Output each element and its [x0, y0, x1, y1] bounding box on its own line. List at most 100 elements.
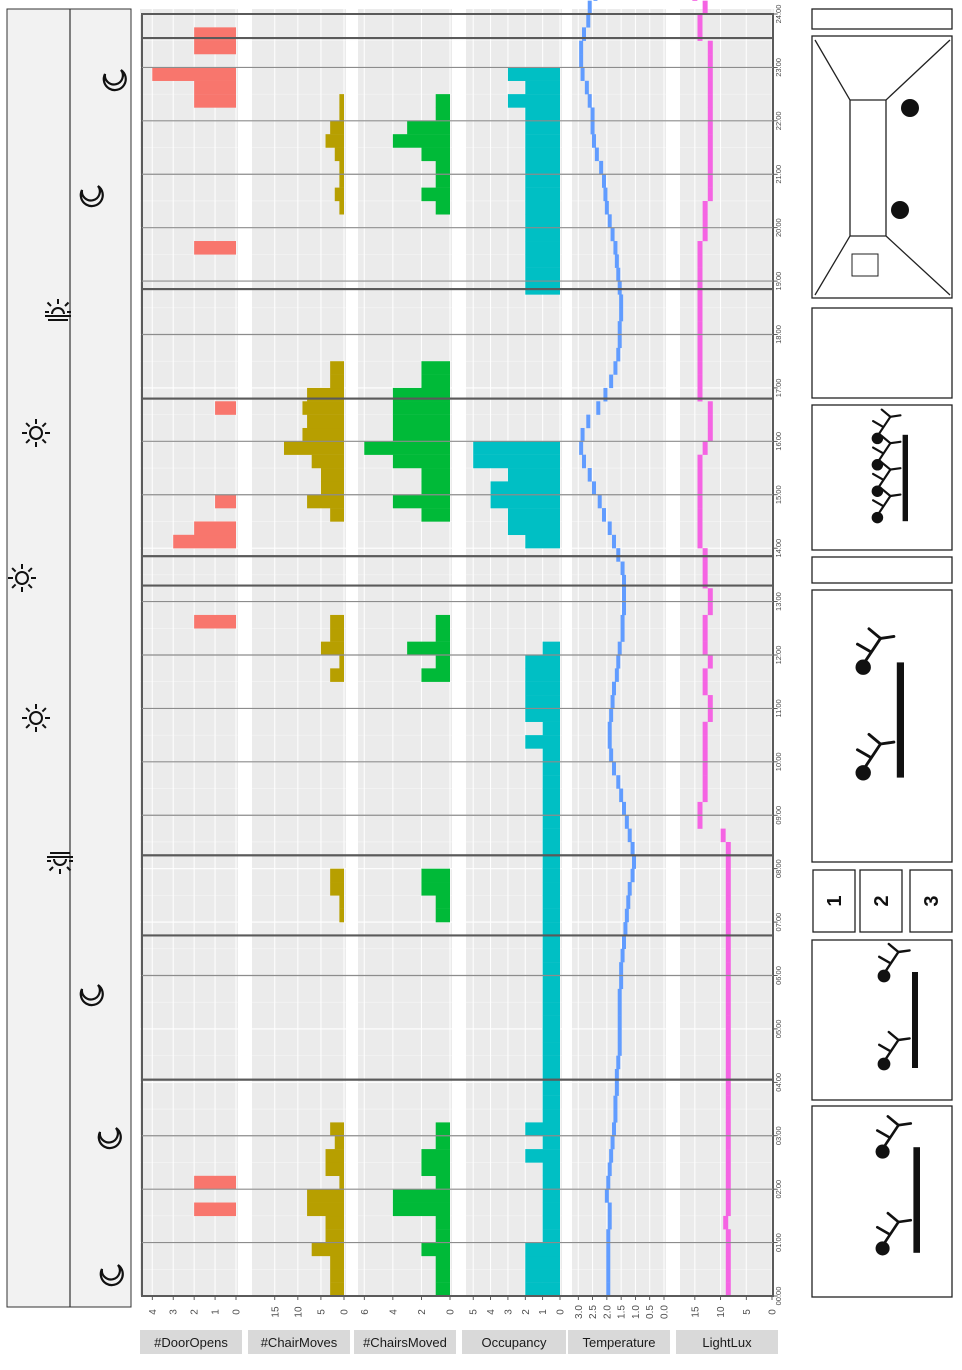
- bar-Occupancy: [542, 748, 560, 763]
- bar-Occupancy: [525, 80, 560, 95]
- step-Temperature: [614, 668, 619, 682]
- step-Temperature: [607, 1162, 612, 1177]
- value-tick-label: 1.0: [631, 1305, 642, 1319]
- value-tick-label: 1.5: [617, 1305, 628, 1319]
- step-LightLux: [697, 14, 703, 28]
- step-LightLux: [702, 748, 708, 763]
- step-Temperature: [622, 601, 626, 616]
- bar-Occupancy: [542, 962, 560, 976]
- step-Temperature: [616, 267, 621, 282]
- step-LightLux: [707, 134, 713, 148]
- value-tick-label: 15: [690, 1306, 701, 1318]
- step-LightLux: [725, 1269, 731, 1283]
- room-outline: [814, 39, 951, 296]
- step-LightLux: [725, 1055, 731, 1070]
- scene-box: [811, 556, 953, 584]
- bar-#DoorOpens: [194, 94, 236, 108]
- bar-Occupancy: [525, 227, 560, 242]
- bar-#ChairsMoved: [392, 454, 450, 469]
- bar-Occupancy: [473, 454, 560, 469]
- time-tick-label: 24:00: [774, 5, 783, 24]
- bar-#ChairsMoved: [435, 614, 450, 629]
- step-Temperature: [606, 1175, 611, 1190]
- bar-#ChairsMoved: [435, 1215, 450, 1230]
- step-LightLux: [725, 908, 731, 923]
- time-tick-label: 11:00: [774, 699, 783, 717]
- bar-#ChairMoves: [330, 361, 344, 375]
- step-Temperature: [590, 120, 595, 135]
- step-LightLux: [725, 1095, 731, 1110]
- bar-Occupancy: [542, 841, 560, 856]
- step-Temperature: [602, 508, 606, 522]
- step-Temperature: [616, 655, 621, 669]
- step-Temperature: [606, 1242, 611, 1257]
- bar-#ChairMoves: [320, 468, 344, 482]
- step-Temperature: [612, 534, 616, 549]
- bar-Occupancy: [542, 975, 560, 990]
- step-LightLux: [725, 1162, 731, 1177]
- bar-#DoorOpens: [194, 1202, 236, 1217]
- bar-#ChairMoves: [334, 147, 344, 162]
- step-LightLux: [697, 27, 703, 41]
- step-Temperature: [624, 908, 629, 923]
- value-tick-label: 2: [190, 1309, 201, 1315]
- bar-#DoorOpens: [194, 241, 236, 255]
- step-Temperature: [607, 214, 612, 228]
- step-LightLux: [707, 160, 713, 175]
- value-tick-label: 4: [148, 1309, 159, 1315]
- step-Temperature: [607, 1215, 612, 1230]
- people-at-table-icon: [854, 627, 905, 782]
- step-Temperature: [609, 748, 614, 763]
- step-Temperature: [597, 494, 602, 509]
- bar-#ChairsMoved: [421, 868, 450, 883]
- step-LightLux: [702, 641, 708, 656]
- step-Temperature: [580, 427, 585, 442]
- step-Temperature: [603, 387, 608, 402]
- step-Temperature: [607, 721, 612, 736]
- step-LightLux: [725, 1189, 731, 1203]
- bar-Occupancy: [542, 922, 560, 936]
- bar-Occupancy: [525, 241, 560, 255]
- bar-#ChairMoves: [339, 94, 344, 108]
- bar-Occupancy: [525, 735, 560, 749]
- bar-#ChairsMoved: [435, 1175, 450, 1190]
- bar-#ChairsMoved: [421, 1162, 450, 1177]
- step-LightLux: [725, 1042, 731, 1056]
- step-Temperature: [586, 414, 591, 429]
- bar-#DoorOpens: [194, 614, 236, 629]
- value-tick-label: 0.5: [645, 1305, 656, 1319]
- step-Temperature: [579, 40, 584, 55]
- bar-#ChairMoves: [302, 401, 344, 415]
- bar-#ChairsMoved: [421, 668, 450, 682]
- bar-Occupancy: [525, 1255, 560, 1270]
- step-LightLux: [702, 668, 708, 682]
- panel-separator: [346, 9, 358, 1296]
- bar-Occupancy: [525, 174, 560, 188]
- bar-#DoorOpens: [173, 534, 236, 549]
- bar-#ChairsMoved: [421, 1242, 450, 1257]
- step-LightLux: [725, 1068, 731, 1083]
- step-LightLux: [725, 855, 731, 869]
- step-Temperature: [620, 628, 625, 642]
- step-Temperature: [587, 468, 592, 482]
- people-at-table-icon: [876, 942, 918, 1072]
- bar-#DoorOpens: [194, 521, 236, 536]
- step-LightLux: [707, 655, 713, 669]
- bar-#ChairMoves: [325, 1215, 344, 1230]
- step-LightLux: [702, 628, 708, 642]
- step-LightLux: [697, 241, 703, 255]
- bar-#ChairsMoved: [421, 374, 450, 389]
- step-LightLux: [702, 200, 708, 215]
- step-Temperature: [599, 160, 604, 175]
- step-Temperature: [619, 962, 624, 976]
- bar-Occupancy: [507, 508, 560, 522]
- step-LightLux: [702, 214, 708, 228]
- step-LightLux: [697, 815, 703, 829]
- step-LightLux: [725, 882, 731, 896]
- step-Temperature: [613, 1095, 618, 1110]
- bar-#ChairMoves: [339, 655, 344, 669]
- value-tick-label: 1: [538, 1309, 549, 1315]
- step-LightLux: [697, 281, 703, 295]
- step-Temperature: [587, 94, 592, 108]
- time-tick-label: 03:00: [774, 1126, 783, 1145]
